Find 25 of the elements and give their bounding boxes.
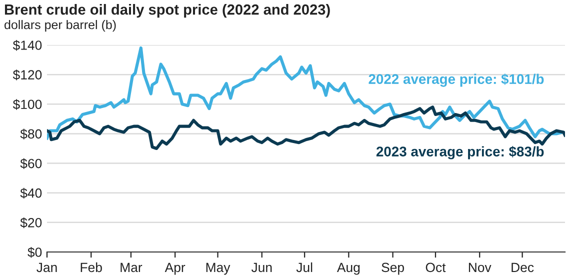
line-series <box>47 46 564 140</box>
y-tick-label: $60 <box>20 158 42 169</box>
x-tick-label: Jul <box>296 262 312 272</box>
y-tick-label: $40 <box>20 188 42 199</box>
annotation: 2023 average price: $83/b <box>376 146 544 160</box>
x-tick-label: Nov <box>468 262 492 272</box>
chart-subtitle: dollars per barrel (b) <box>4 20 116 32</box>
annotation: 2022 average price: $101/b <box>368 74 544 87</box>
x-tick-label: Mar <box>120 262 142 272</box>
y-tick-label: $80 <box>20 128 42 140</box>
x-tick-label: Apr <box>164 262 186 275</box>
x-tick-label: Jan <box>36 262 57 272</box>
x-tick-label: Feb <box>80 262 102 272</box>
y-tick-label: $0 <box>28 247 42 258</box>
y-tick-label: $140 <box>12 40 42 51</box>
y-tick-label: $20 <box>20 217 42 228</box>
chart-title: Brent crude oil daily spot price (2022 and 2023) <box>4 4 330 18</box>
y-tick-label: $120 <box>12 70 42 80</box>
x-tick-label: May <box>206 262 230 275</box>
x-tick-label: Jun <box>251 262 272 272</box>
x-tick-label: Aug <box>336 262 360 275</box>
x-tick-label: Dec <box>512 262 534 272</box>
x-tick-label: Sep <box>382 262 404 275</box>
y-tick-label: $100 <box>12 99 42 110</box>
x-tick-label: Oct <box>426 262 446 272</box>
